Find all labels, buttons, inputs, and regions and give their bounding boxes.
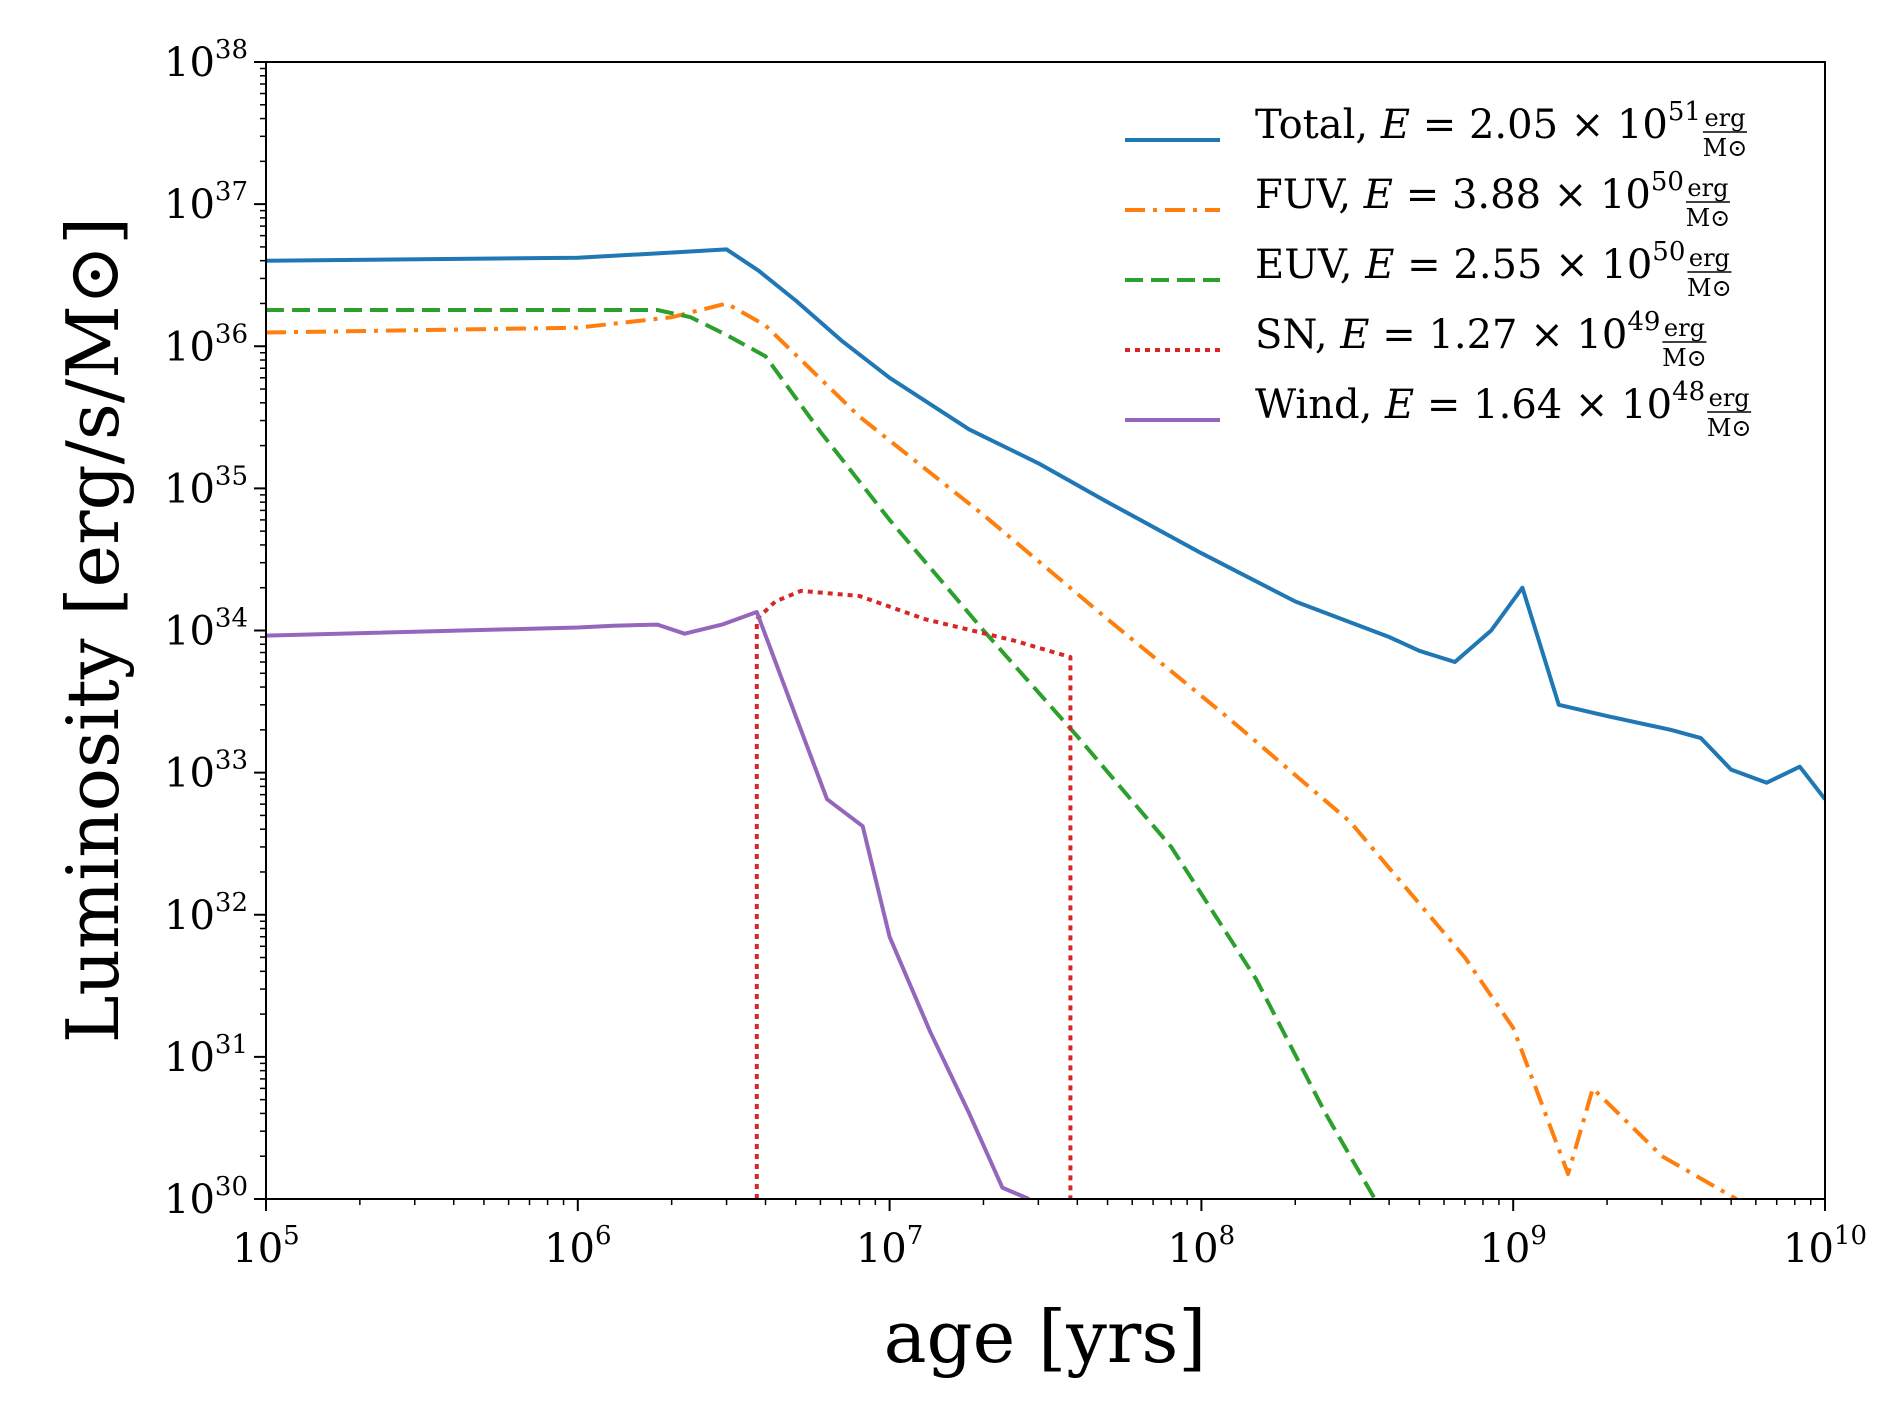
legend-energy-symbol: E: [1339, 312, 1369, 358]
legend-frac-numerator: erg: [1664, 314, 1705, 342]
y-axis-title: Luminosity [erg/s/M⊙]: [51, 217, 135, 1044]
y-tick-label: 1037: [164, 177, 248, 228]
series-line-wind: [266, 610, 1030, 1199]
x-tick-exp: 10: [1834, 1221, 1867, 1251]
legend-energy-exp: 51: [1668, 97, 1701, 127]
y-tick-base: 10: [164, 1035, 215, 1081]
x-tick-label: 106: [544, 1221, 611, 1272]
y-tick-exp: 38: [215, 35, 248, 65]
y-tick-label: 1038: [164, 35, 248, 86]
y-tick-base: 10: [164, 466, 215, 512]
x-tick-base: 10: [1783, 1226, 1834, 1272]
y-tick-label: 1034: [164, 604, 248, 655]
legend-energy-mantissa: 3.88: [1452, 172, 1541, 218]
legend-series-name: Wind,: [1255, 382, 1385, 428]
y-tick-base: 10: [164, 893, 215, 939]
legend-energy-mantissa: 1.64: [1473, 382, 1562, 428]
y-tick-base: 10: [164, 182, 215, 228]
legend-label-total: Total, E = 2.05 × 1051: [1255, 97, 1701, 148]
series-line-total: [266, 247, 1825, 801]
series-lines: [266, 247, 1825, 1199]
y-tick-exp: 35: [215, 461, 248, 491]
legend-frac-denominator: M⊙: [1686, 204, 1731, 232]
x-tick-base: 10: [1168, 1226, 1219, 1272]
legend-frac-denominator: M⊙: [1703, 134, 1748, 162]
y-tick-exp: 36: [215, 319, 248, 349]
plot-area-frame: [265, 61, 1826, 1200]
axis-ticks: [254, 61, 1826, 1211]
y-tick-base: 10: [164, 1177, 215, 1223]
legend-label-wind: Wind, E = 1.64 × 1048: [1255, 377, 1705, 428]
legend-energy-symbol: E: [1384, 382, 1414, 428]
y-tick-exp: 33: [215, 746, 248, 776]
y-tick-base: 10: [164, 324, 215, 370]
x-tick-label: 109: [1479, 1221, 1546, 1272]
tick-labels: 105 106 107 108 109 1010103010311032103310341…: [164, 35, 1867, 1272]
legend-energy-mantissa: 2.05: [1469, 102, 1558, 148]
legend-frac-numerator: erg: [1704, 104, 1745, 132]
y-tick-base: 10: [164, 40, 215, 86]
x-tick-label: 105: [232, 1221, 299, 1272]
y-tick-label: 1031: [164, 1030, 248, 1081]
y-tick-label: 1033: [164, 746, 248, 797]
x-tick-label: 107: [856, 1221, 923, 1272]
x-tick-exp: 6: [595, 1221, 612, 1251]
y-tick-exp: 32: [215, 888, 248, 918]
y-tick-label: 1030: [164, 1172, 248, 1223]
y-tick-base: 10: [164, 751, 215, 797]
legend-frac-numerator: erg: [1687, 174, 1728, 202]
x-tick-label: 108: [1168, 1221, 1235, 1272]
legend-series-name: FUV,: [1255, 172, 1364, 218]
x-tick-base: 10: [1479, 1226, 1530, 1272]
x-tick-exp: 7: [907, 1221, 924, 1251]
legend-energy-exp: 48: [1672, 377, 1705, 407]
legend-frac-numerator: erg: [1689, 244, 1730, 272]
y-tick-exp: 34: [215, 604, 248, 634]
x-axis-title: age [yrs]: [884, 1295, 1207, 1379]
y-tick-base: 10: [164, 609, 215, 655]
y-tick-exp: 37: [215, 177, 248, 207]
legend-series-name: EUV,: [1255, 242, 1365, 288]
legend-label-sn: SN, E = 1.27 × 1049: [1255, 307, 1660, 358]
legend-series-name: Total,: [1255, 102, 1381, 148]
y-tick-label: 1035: [164, 461, 248, 512]
y-tick-label: 1032: [164, 888, 248, 939]
legend-frac-numerator: erg: [1709, 384, 1750, 412]
x-tick-label: 1010: [1783, 1221, 1867, 1272]
x-tick-exp: 8: [1219, 1221, 1236, 1251]
legend-frac-denominator: M⊙: [1707, 414, 1752, 442]
legend-energy-exp: 50: [1651, 167, 1684, 197]
series-line-sn: [754, 588, 1073, 1199]
y-tick-label: 1036: [164, 319, 248, 370]
legend-energy-symbol: E: [1380, 102, 1410, 148]
legend-energy-symbol: E: [1363, 172, 1393, 218]
y-tick-exp: 31: [215, 1030, 248, 1060]
legend-frac-denominator: M⊙: [1687, 274, 1732, 302]
legend-series-name: SN,: [1255, 312, 1340, 358]
legend-energy-mantissa: 1.27: [1428, 312, 1517, 358]
series-line-euv: [266, 308, 1377, 1199]
series-line-fuv: [266, 301, 1738, 1199]
legend-energy-symbol: E: [1364, 242, 1394, 288]
legend-label-fuv: FUV, E = 3.88 × 1050: [1255, 167, 1684, 218]
x-tick-base: 10: [544, 1226, 595, 1272]
x-tick-base: 10: [856, 1226, 907, 1272]
legend-energy-exp: 50: [1652, 237, 1685, 267]
legend-energy-exp: 49: [1627, 307, 1660, 337]
legend-frac-denominator: M⊙: [1662, 344, 1707, 372]
x-tick-exp: 5: [283, 1221, 300, 1251]
legend-energy-mantissa: 2.55: [1453, 242, 1542, 288]
x-tick-exp: 9: [1530, 1221, 1547, 1251]
x-tick-base: 10: [232, 1226, 283, 1272]
y-tick-exp: 30: [215, 1172, 248, 1202]
legend-label-euv: EUV, E = 2.55 × 1050: [1255, 237, 1685, 288]
